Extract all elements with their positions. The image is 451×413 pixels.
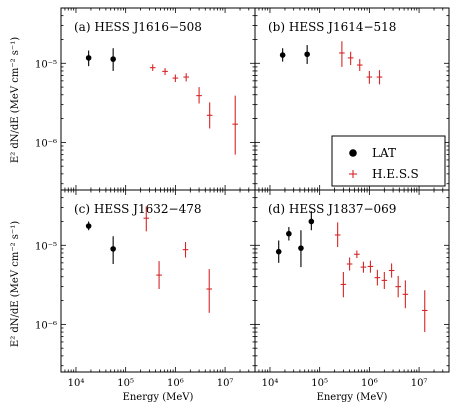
panel-frame <box>254 189 450 373</box>
lat-point <box>286 227 292 241</box>
panel-frame <box>60 189 256 373</box>
lat-marker <box>286 230 292 237</box>
panel-2: (b) HESS J1614−518 <box>254 7 450 191</box>
panel-frame <box>60 7 256 191</box>
y-tick-label: 10⁻⁶ <box>35 320 57 331</box>
y-tick-label: 10⁻⁵ <box>35 241 57 252</box>
lat-marker <box>85 223 92 229</box>
panel-title: (a) HESS J1616−508 <box>74 20 202 34</box>
legend: LAT H.E.S.S <box>331 135 446 187</box>
hess-point <box>346 257 353 271</box>
lat-marker <box>275 248 282 255</box>
panel-title: (c) HESS J1632−478 <box>74 202 201 216</box>
x-axis-label-right: Energy (MeV) <box>317 392 388 403</box>
lat-marker <box>279 52 286 58</box>
panel-1: 10⁻⁶ 10⁻⁵ (a) HESS J1616−508 <box>35 7 256 191</box>
hess-point <box>232 95 239 155</box>
hess-point <box>183 73 189 82</box>
hess-point <box>182 242 189 258</box>
x-tick-label: 10⁴ <box>262 378 279 389</box>
hess-point <box>402 280 409 309</box>
panel-title: (d) HESS J1837−069 <box>268 202 396 216</box>
hess-point <box>340 271 347 298</box>
panel-3: 10⁴ 10⁵ 10⁶ 10⁷ 10⁻⁶ 10⁻⁵ (c) HESS J1632−478 <box>35 189 256 389</box>
lat-point <box>110 236 116 264</box>
hess-point <box>156 261 162 290</box>
hess-point <box>376 70 383 85</box>
hess-point <box>196 87 202 104</box>
hess-point <box>356 59 363 71</box>
lat-marker <box>308 218 315 225</box>
hess-point <box>421 290 428 333</box>
lat-point <box>308 211 315 231</box>
x-tick-label: 10⁷ <box>217 378 234 389</box>
hess-point <box>347 51 354 66</box>
y-axis-label-bottom: E² dN/dE (MeV cm⁻² s⁻¹) <box>10 221 21 347</box>
x-tick-label: 10⁴ <box>68 378 85 389</box>
x-tick-label: 10⁵ <box>117 378 134 389</box>
x-tick-label: 10⁶ <box>167 378 184 389</box>
x-tick-label: 10⁶ <box>361 378 378 389</box>
lat-marker <box>304 51 310 58</box>
legend-label-hess: H.E.S.S <box>372 167 419 181</box>
y-axis-label-top: E² dN/dE (MeV cm⁻² s⁻¹) <box>10 37 21 163</box>
hess-point <box>162 68 168 76</box>
hess-point <box>206 102 213 129</box>
legend-lat-marker <box>349 149 357 157</box>
lat-marker <box>298 245 304 251</box>
hess-point <box>143 206 150 232</box>
lat-marker <box>110 246 116 252</box>
hess-point <box>360 261 367 273</box>
lat-marker <box>85 55 92 61</box>
lat-point <box>85 50 92 67</box>
hess-point <box>149 64 156 71</box>
hess-point <box>388 263 395 278</box>
hess-point <box>366 70 373 84</box>
hess-point <box>374 269 381 286</box>
panel-title: (b) HESS J1614−518 <box>268 20 396 34</box>
panel-4: 10⁴ 10⁵ 10⁶ 10⁷ (d) HESS J1837−069 <box>254 189 450 389</box>
x-tick-label: 10⁷ <box>411 378 428 389</box>
lat-point <box>304 45 310 64</box>
hess-point <box>206 269 213 313</box>
hess-point <box>354 250 360 259</box>
lat-point <box>110 48 116 71</box>
hess-point <box>395 275 401 298</box>
hess-point <box>367 260 374 273</box>
lat-marker <box>110 56 116 62</box>
hess-point <box>381 271 388 290</box>
lat-point <box>279 48 286 62</box>
x-tick-label: 10⁵ <box>311 378 328 389</box>
hess-point <box>172 74 179 82</box>
legend-box <box>331 135 446 187</box>
hess-point <box>339 41 345 67</box>
hess-point <box>334 222 341 248</box>
lat-point <box>275 240 282 263</box>
x-axis-label-left: Energy (MeV) <box>123 392 194 403</box>
lat-point <box>85 221 92 231</box>
lat-point <box>298 230 304 268</box>
legend-label-lat: LAT <box>372 146 396 160</box>
y-tick-label: 10⁻⁵ <box>35 59 57 70</box>
y-tick-label: 10⁻⁶ <box>35 138 57 149</box>
